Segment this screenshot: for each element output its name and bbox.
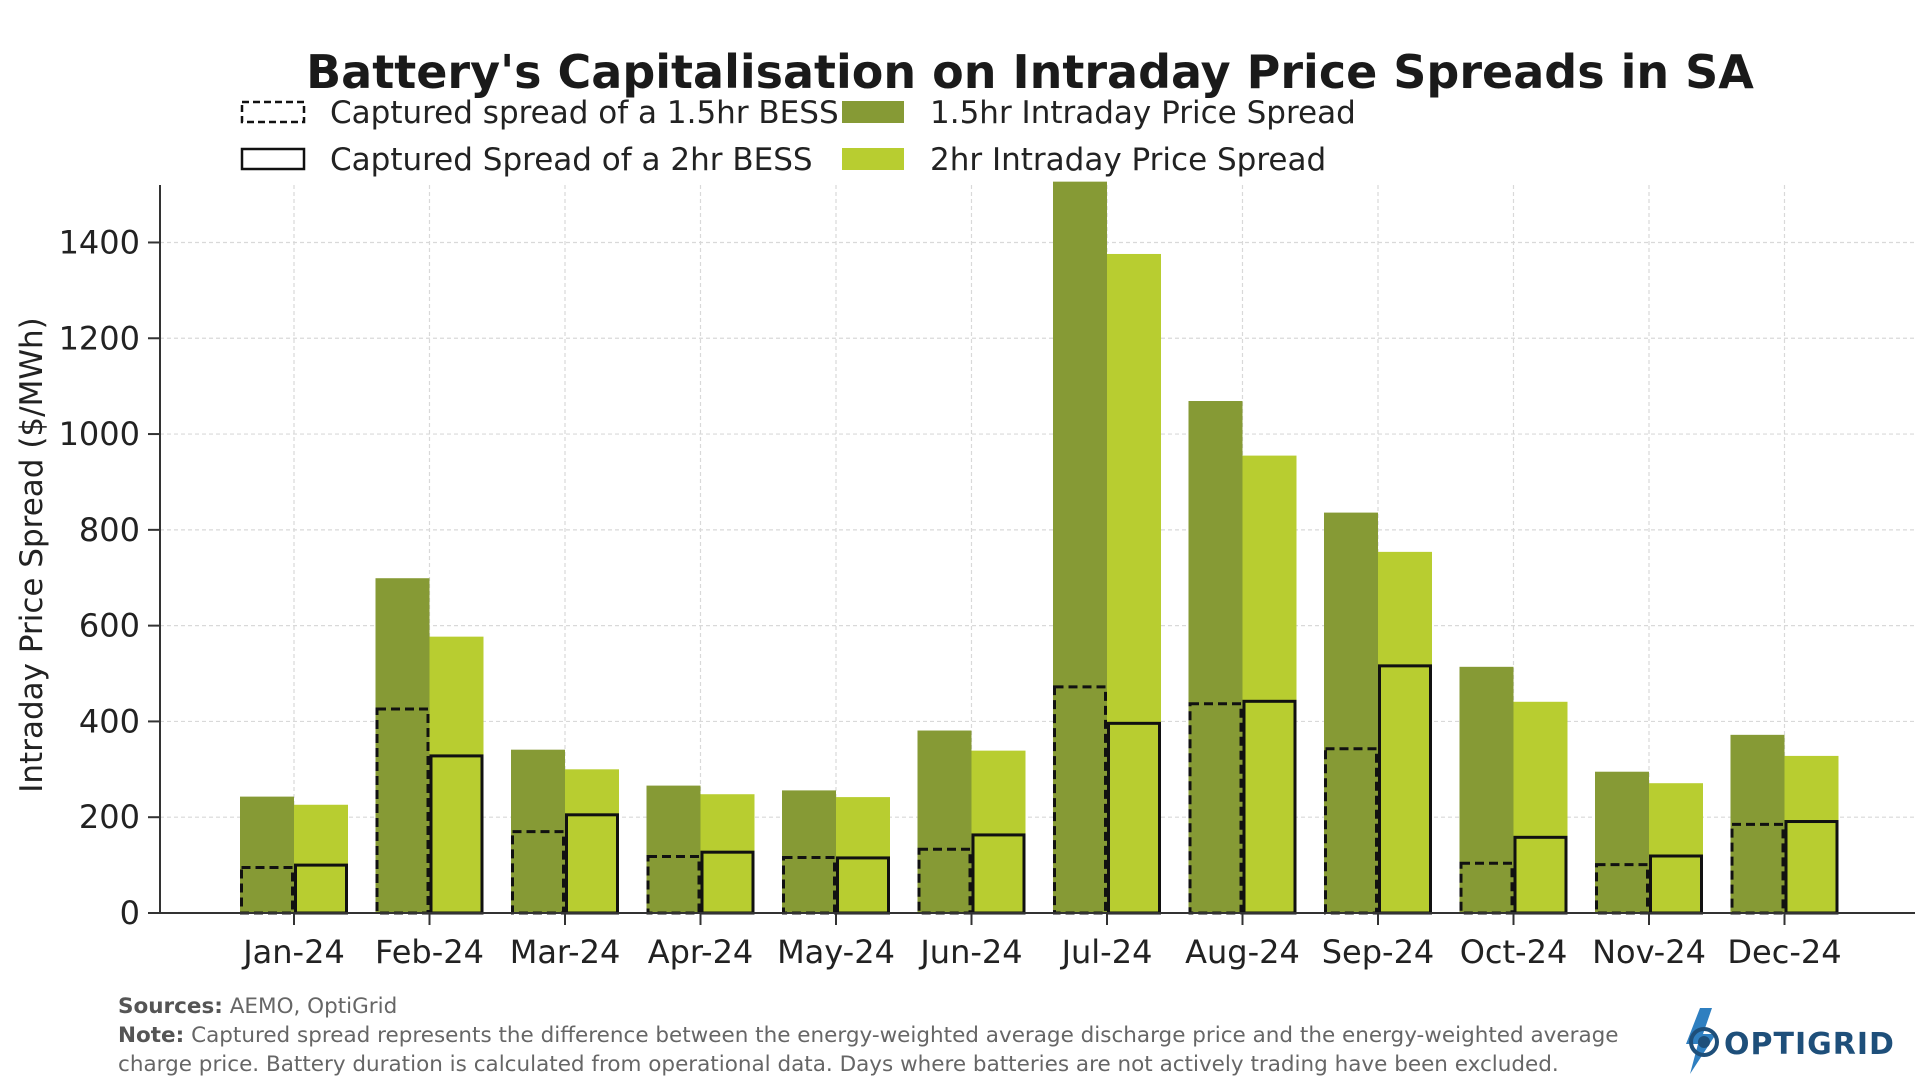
bar-2hr-spread	[294, 804, 348, 913]
x-tick-label: Dec-24	[1727, 933, 1841, 971]
bar-1.5hr-spread	[1324, 512, 1378, 913]
bar-2hr-spread	[565, 769, 619, 913]
x-tick-label: Nov-24	[1592, 933, 1706, 971]
bar-2hr-spread	[1378, 551, 1432, 913]
axes: 0 200 400 600 800 1000 1200 1400 Jan-24 Feb-24 Mar…	[59, 185, 1915, 971]
legend-swatch	[240, 100, 306, 124]
legend-swatch	[842, 148, 904, 170]
x-tick-label: Apr-24	[648, 933, 754, 971]
bar-2hr-spread	[1242, 455, 1297, 913]
x-tick-label: Aug-24	[1185, 933, 1300, 971]
bar-1.5hr-spread	[1188, 401, 1243, 913]
captured-1.5hr-outline	[1595, 863, 1649, 915]
footer: Sources: AEMO, OptiGrid Note: Captured s…	[118, 992, 1678, 1079]
y-tick-label: 600	[79, 607, 140, 645]
captured-1.5hr-outline	[240, 866, 294, 915]
y-tick-label: 0	[120, 894, 140, 932]
legend-item: 2hr Intraday Price Spread	[842, 142, 1326, 178]
x-tick-label: Feb-24	[375, 933, 484, 971]
x-tick-label: May-24	[777, 933, 895, 971]
y-tick-label: 1200	[59, 319, 140, 357]
bar-1.5hr-spread	[782, 790, 836, 913]
note-label: Note:	[118, 1023, 185, 1048]
x-tick-label: Jun-24	[918, 933, 1022, 971]
x-tick-label: Jul-24	[1060, 933, 1153, 971]
logo-text: OPTIGRID	[1724, 1027, 1895, 1062]
bar-2hr-spread	[971, 750, 1026, 913]
legend-label: 2hr Intraday Price Spread	[930, 142, 1326, 178]
y-tick-label: 800	[79, 511, 140, 549]
x-tick-label: Jan-24	[241, 933, 345, 971]
y-tick-label: 200	[79, 798, 140, 836]
x-tick-label: Oct-24	[1460, 933, 1568, 971]
y-tick-label: 1000	[59, 415, 140, 453]
sources-label: Sources:	[118, 994, 223, 1019]
sources-text: AEMO, OptiGrid	[222, 994, 398, 1019]
logo-mark-icon	[1686, 1008, 1719, 1074]
legend-item: 1.5hr Intraday Price Spread	[842, 95, 1356, 131]
x-tick-label: Sep-24	[1322, 933, 1435, 971]
chart-title: Battery's Capitalisation on Intraday Pri…	[306, 45, 1754, 99]
legend-item: Captured Spread of a 2hr BESS	[240, 142, 813, 178]
legend-label: Captured Spread of a 2hr BESS	[330, 142, 813, 178]
bar-2hr-spread	[1784, 755, 1839, 913]
legend-label: Captured spread of a 1.5hr BESS	[330, 95, 839, 131]
y-axis-label: Intraday Price Spread ($/MWh)	[14, 317, 50, 792]
bar-2hr-spread	[429, 636, 484, 913]
bar-2hr-spread	[836, 797, 890, 913]
bars	[240, 181, 1839, 915]
bar-2hr-spread	[1649, 783, 1703, 913]
bar-1.5hr-spread	[240, 796, 294, 913]
legend: Captured spread of a 1.5hr BESS Captured …	[240, 95, 1356, 178]
y-tick-label: 400	[79, 702, 140, 740]
sources-line: Sources: AEMO, OptiGrid	[118, 992, 1678, 1021]
bar-1.5hr-spread	[375, 578, 430, 913]
bar-1.5hr-spread	[1459, 666, 1514, 913]
grid	[160, 185, 1915, 913]
legend-label: 1.5hr Intraday Price Spread	[930, 95, 1356, 131]
bar-2hr-spread	[1107, 253, 1161, 914]
legend-item: Captured spread of a 1.5hr BESS	[240, 95, 839, 131]
bar-1.5hr-spread	[646, 785, 701, 913]
bar-1.5hr-spread	[1595, 771, 1649, 913]
optigrid-logo: OPTIGRID	[1686, 1008, 1895, 1074]
legend-swatch	[842, 101, 904, 123]
y-tick-label: 1400	[59, 223, 140, 261]
bar-1.5hr-spread	[1053, 181, 1107, 914]
bar-1.5hr-spread	[917, 730, 972, 913]
note-line: Note: Captured spread represents the dif…	[118, 1021, 1678, 1079]
x-tick-label: Mar-24	[510, 933, 621, 971]
note-text: Captured spread represents the differenc…	[118, 1023, 1619, 1077]
bar-2hr-spread	[1513, 701, 1568, 913]
legend-swatch	[240, 147, 306, 171]
